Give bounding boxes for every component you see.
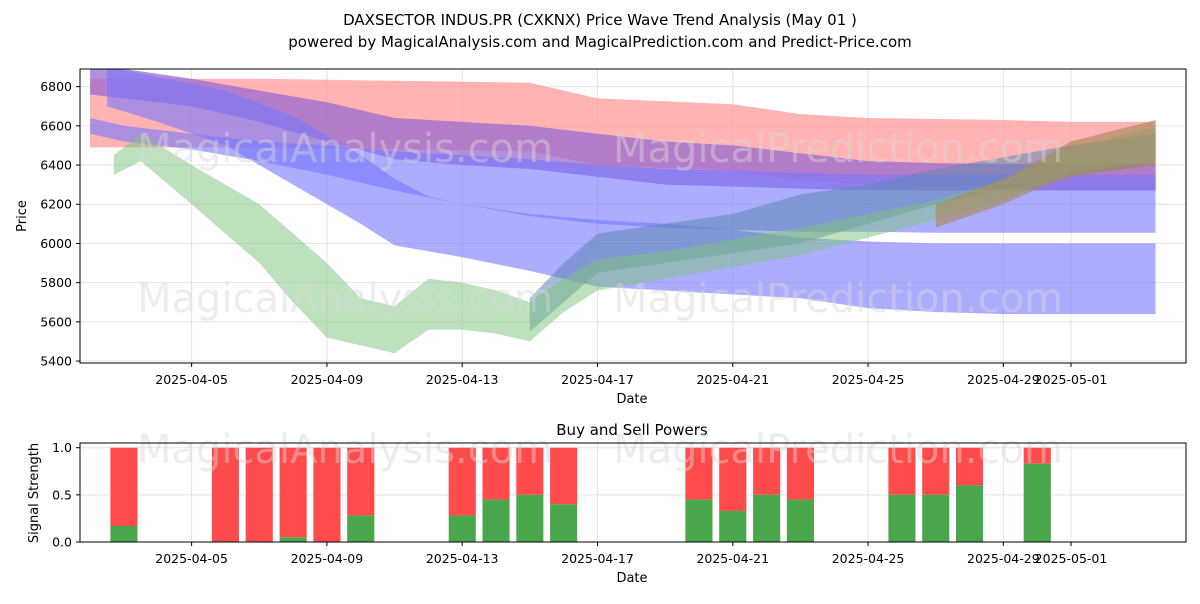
sell-power-bar xyxy=(888,447,916,495)
signal-x-tick-label: 2025-04-21 xyxy=(696,551,769,566)
price-y-tick-label: 6400 xyxy=(40,158,72,173)
sell-power-bar xyxy=(279,447,307,538)
watermark-prediction-mid: MagicalPrediction.com xyxy=(613,276,1063,322)
signal-x-axis-title: Date xyxy=(616,571,647,586)
price-x-tick-label: 2025-04-17 xyxy=(561,372,634,387)
sell-power-bar xyxy=(313,447,341,542)
buy-power-bar xyxy=(956,485,984,542)
price-y-tick-label: 6800 xyxy=(40,79,72,94)
buy-power-bar xyxy=(110,526,138,542)
signal-y-tick-label: 0.0 xyxy=(52,535,72,550)
signal-y-tick-label: 1.0 xyxy=(52,440,72,455)
watermark-analysis-bottom: MagicalAnalysis.com xyxy=(137,427,553,473)
price-x-tick-label: 2025-04-21 xyxy=(696,372,769,387)
buy-power-bar xyxy=(753,494,781,542)
price-x-tick-label: 2025-04-13 xyxy=(426,372,499,387)
signal-chart-title: Buy and Sell Powers xyxy=(556,421,708,439)
buy-power-bar xyxy=(685,499,713,542)
price-y-tick-label: 6600 xyxy=(40,118,72,133)
signal-x-tick-label: 2025-05-01 xyxy=(1035,551,1108,566)
price-x-tick-label: 2025-04-05 xyxy=(155,372,228,387)
chart-title-line2: powered by MagicalAnalysis.com and Magic… xyxy=(288,33,912,51)
price-y-tick-label: 5400 xyxy=(40,354,72,369)
signal-x-tick-label: 2025-04-17 xyxy=(561,551,634,566)
signal-x-axis: 2025-04-05 2025-04-09 2025-04-13 2025-04-17… xyxy=(155,542,1107,566)
sell-power-bar xyxy=(753,447,781,495)
signal-x-tick-label: 2025-04-05 xyxy=(155,551,228,566)
sell-power-bar xyxy=(550,447,578,505)
signal-plot-frame xyxy=(79,442,1187,543)
sell-power-bar xyxy=(956,447,984,486)
price-x-tick-label: 2025-04-25 xyxy=(832,372,905,387)
price-y-tick-label: 6200 xyxy=(40,197,72,212)
chart-title-line1: DAXSECTOR INDUS.PR (CXKNX) Price Wave Tr… xyxy=(343,11,857,29)
price-x-axis-title: Date xyxy=(616,392,647,407)
signal-x-tick-label: 2025-04-13 xyxy=(426,551,499,566)
signal-x-tick-label: 2025-04-25 xyxy=(832,551,905,566)
signal-x-tick-label: 2025-04-09 xyxy=(291,551,364,566)
buy-power-bar xyxy=(888,494,916,542)
buy-power-bar xyxy=(550,504,578,542)
buy-power-bar xyxy=(786,499,814,542)
price-chart: MagicalAnalysis.com MagicalPrediction.co… xyxy=(15,68,1187,407)
buy-power-bar xyxy=(347,515,375,542)
watermark-analysis-mid: MagicalAnalysis.com xyxy=(137,276,553,322)
sell-power-bar xyxy=(482,447,510,500)
signal-y-tick-label: 0.5 xyxy=(52,487,72,502)
price-y-axis-title: Price xyxy=(15,200,30,232)
price-y-tick-label: 6000 xyxy=(40,236,72,251)
sell-power-bar xyxy=(719,447,747,511)
signal-y-axis-title: Signal Strength xyxy=(27,443,42,543)
signal-x-tick-label: 2025-04-29 xyxy=(967,551,1040,566)
buy-power-bar xyxy=(516,494,544,542)
watermark-analysis-top: MagicalAnalysis.com xyxy=(137,126,553,172)
price-band-brown-end xyxy=(935,120,1156,228)
price-plot-frame xyxy=(79,68,1187,364)
price-x-tick-label: 2025-04-29 xyxy=(967,372,1040,387)
sell-power-bar xyxy=(211,447,239,542)
signal-chart: Buy and Sell Powers MagicalAnalysis.com … xyxy=(27,421,1187,586)
sell-power-bar xyxy=(110,447,138,526)
price-y-tick-label: 5600 xyxy=(40,314,72,329)
price-y-axis: 5400 5600 5800 6000 6200 6400 6600 6800 xyxy=(40,79,80,369)
sell-power-bar xyxy=(685,447,713,500)
watermark-prediction-top: MagicalPrediction.com xyxy=(613,126,1063,172)
buy-power-bar xyxy=(922,494,950,542)
sell-power-bar xyxy=(1023,447,1051,464)
price-x-axis: 2025-04-05 2025-04-09 2025-04-13 2025-04-17… xyxy=(155,363,1107,387)
watermark-prediction-bottom: MagicalPrediction.com xyxy=(613,427,1063,473)
buy-power-bar xyxy=(719,510,747,542)
price-band-blue-lower xyxy=(107,69,1156,314)
sell-power-bar xyxy=(922,447,950,495)
buy-power-bar xyxy=(482,499,510,542)
sell-power-bar xyxy=(516,447,544,495)
sell-power-bar xyxy=(448,447,476,516)
price-x-tick-label: 2025-05-01 xyxy=(1035,372,1108,387)
buy-power-bar xyxy=(279,537,307,542)
price-x-tick-label: 2025-04-09 xyxy=(291,372,364,387)
buy-power-bar xyxy=(1023,463,1051,542)
signal-y-axis: 0.0 0.5 1.0 xyxy=(52,440,80,550)
signal-bars xyxy=(110,447,1051,542)
sell-power-bar xyxy=(347,447,375,516)
buy-power-bar xyxy=(448,515,476,542)
price-bands xyxy=(90,69,1156,354)
sell-power-bar xyxy=(786,447,814,500)
price-y-tick-label: 5800 xyxy=(40,275,72,290)
sell-power-bar xyxy=(245,447,273,542)
